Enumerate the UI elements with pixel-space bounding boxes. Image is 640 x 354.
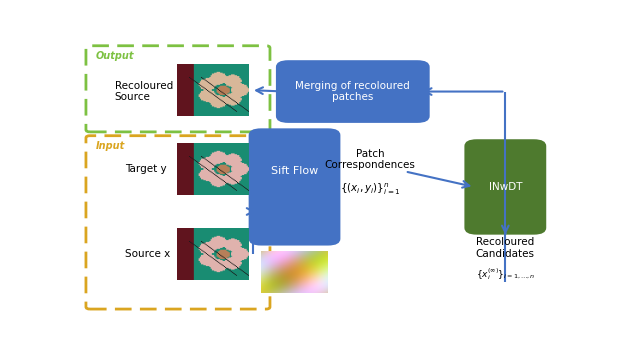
Text: Source x: Source x — [125, 249, 170, 259]
FancyBboxPatch shape — [248, 129, 340, 246]
Text: Recoloured
Candidates: Recoloured Candidates — [476, 238, 535, 259]
FancyBboxPatch shape — [465, 139, 547, 235]
Text: $\{x_i^{(\infty)}\}_{i=1,\ldots,n}$: $\{x_i^{(\infty)}\}_{i=1,\ldots,n}$ — [476, 266, 535, 282]
Text: Input: Input — [96, 141, 125, 151]
Text: Recoloured
Source: Recoloured Source — [115, 81, 173, 102]
Text: $\{(x_i, y_i)\}_{i=1}^{n}$: $\{(x_i, y_i)\}_{i=1}^{n}$ — [340, 182, 401, 198]
Text: Output: Output — [96, 51, 134, 61]
Text: Sift Flow: Sift Flow — [271, 166, 318, 176]
FancyBboxPatch shape — [276, 60, 429, 123]
Text: Target y: Target y — [125, 164, 166, 174]
Text: Merging of recoloured
patches: Merging of recoloured patches — [296, 81, 410, 102]
Text: INwDT: INwDT — [488, 182, 522, 192]
Text: Patch
Correspondences: Patch Correspondences — [324, 149, 415, 171]
